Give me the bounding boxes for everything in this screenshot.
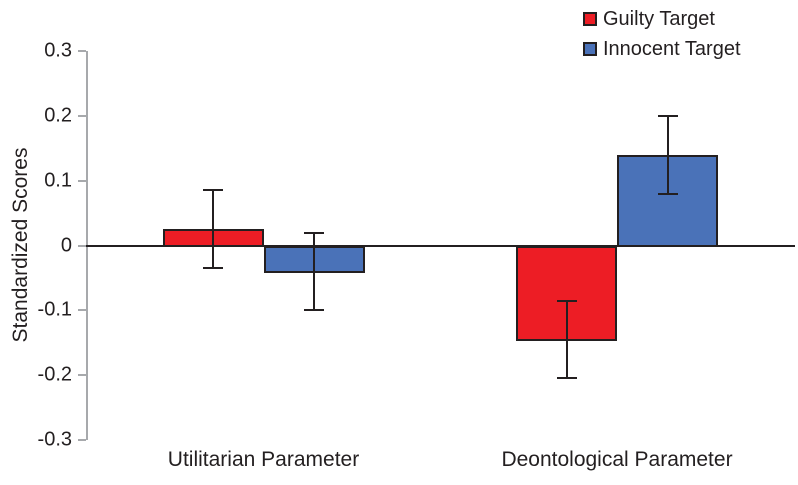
legend-item-guilty-target: Guilty Target xyxy=(583,4,741,34)
category-label-deontological-parameter: Deontological Parameter xyxy=(501,448,733,471)
error-bar-innocent-target-utilitarian-parameter xyxy=(313,232,315,311)
y-axis-tick xyxy=(78,438,86,441)
y-axis-tick xyxy=(78,374,86,377)
legend-label-innocent-target: Innocent Target xyxy=(603,37,741,60)
error-bar-innocent-target-deontological-parameter xyxy=(666,115,669,194)
y-axis-tick-label: 0.3 xyxy=(44,39,72,62)
y-axis-tick-label: 0 xyxy=(60,234,72,256)
y-axis-tick xyxy=(78,179,86,182)
error-bar-guilty-target-utilitarian-parameter-bottom-cap xyxy=(203,267,223,270)
error-bar-innocent-target-utilitarian-parameter-bottom-cap xyxy=(304,309,324,312)
y-axis-tick-label: 0.1 xyxy=(44,169,72,192)
error-bar-innocent-target-deontological-parameter-bottom-cap xyxy=(657,192,678,195)
legend-label-guilty-target: Guilty Target xyxy=(603,7,715,30)
error-bar-guilty-target-deontological-parameter xyxy=(565,300,568,379)
error-bar-guilty-target-utilitarian-parameter xyxy=(212,190,214,269)
error-bar-guilty-target-deontological-parameter-top-cap xyxy=(556,299,577,302)
legend-swatch-guilty-target xyxy=(583,12,597,26)
legend-swatch-innocent-target xyxy=(583,42,597,56)
y-axis-tick-label: -0.1 xyxy=(37,298,72,321)
legend: Guilty Target Innocent Target xyxy=(583,4,741,64)
y-axis-tick-label: -0.2 xyxy=(37,363,72,386)
y-axis-tick xyxy=(78,114,86,117)
error-bar-guilty-target-utilitarian-parameter-top-cap xyxy=(203,189,223,192)
category-label-utilitarian-parameter: Utilitarian Parameter xyxy=(167,448,360,471)
y-axis-tick xyxy=(78,244,86,247)
error-bar-innocent-target-deontological-parameter-top-cap xyxy=(657,114,678,117)
y-axis-tick xyxy=(78,50,86,53)
legend-item-innocent-target: Innocent Target xyxy=(583,34,741,64)
error-bar-guilty-target-deontological-parameter-bottom-cap xyxy=(556,377,577,380)
y-axis-tick xyxy=(78,309,86,312)
y-axis-tick-label: -0.3 xyxy=(37,428,72,451)
zero-baseline xyxy=(86,244,795,247)
error-bar-innocent-target-utilitarian-parameter-top-cap xyxy=(304,231,324,234)
y-axis-tick-label: 0.2 xyxy=(44,104,72,127)
